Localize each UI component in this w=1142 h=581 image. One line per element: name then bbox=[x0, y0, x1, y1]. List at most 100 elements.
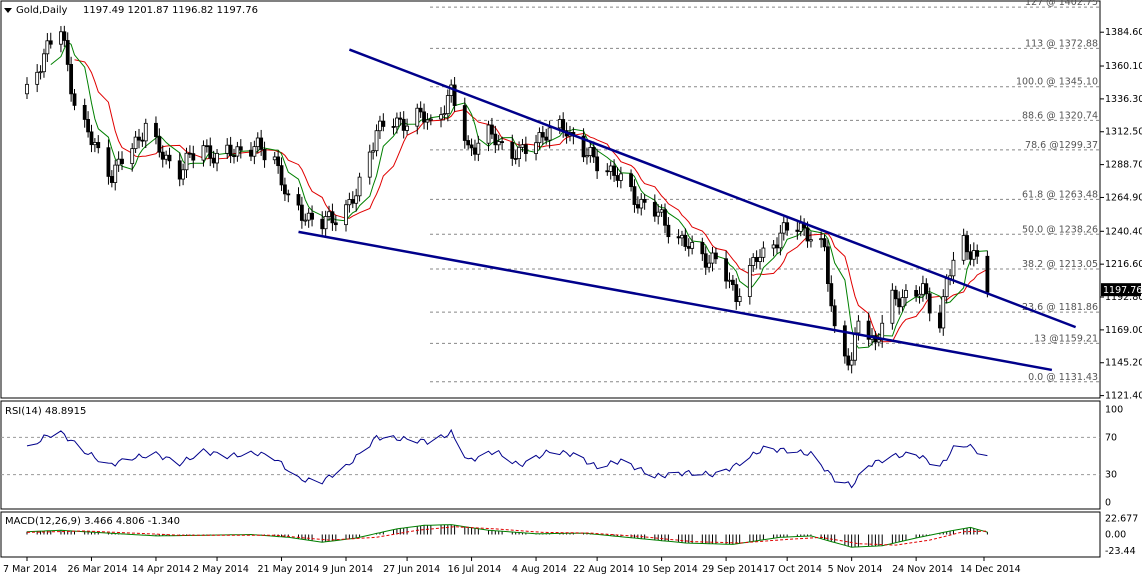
fib-label: 61.8 @ 1263.48 bbox=[1022, 189, 1098, 200]
candle-body bbox=[59, 31, 63, 45]
fib-label: 0.0 @ 1131.43 bbox=[1028, 372, 1098, 383]
candle-body bbox=[876, 339, 881, 343]
candle-body bbox=[758, 256, 762, 262]
candle-body bbox=[659, 209, 664, 213]
candle-body bbox=[167, 154, 172, 162]
time-tick-label: 14 Apr 2014 bbox=[132, 564, 191, 575]
candle-body bbox=[82, 104, 87, 120]
candle-body bbox=[581, 135, 586, 158]
fib-label: 23.6 @ 1181.86 bbox=[1022, 302, 1098, 313]
candle-body bbox=[632, 186, 637, 205]
candle-body bbox=[232, 155, 236, 158]
price-axis: 1384.60 1360.10 1336.30 1312.50 1288.70 1264.… bbox=[1100, 27, 1142, 402]
candle-body bbox=[656, 211, 661, 217]
candle-body bbox=[279, 165, 284, 186]
rsi-title: RSI(14) 48.8915 bbox=[5, 406, 86, 417]
candle-body bbox=[225, 144, 230, 154]
trendlines[interactable] bbox=[298, 48, 1077, 372]
candle-body bbox=[663, 209, 667, 226]
candle-body bbox=[415, 107, 420, 127]
price-candles bbox=[25, 25, 990, 374]
candle-body bbox=[635, 204, 640, 209]
candle-body bbox=[442, 113, 447, 116]
candle-body bbox=[798, 222, 803, 232]
candle-body bbox=[937, 312, 942, 329]
candle-body bbox=[927, 293, 932, 314]
candle-body bbox=[544, 136, 549, 141]
candle-body bbox=[727, 279, 732, 282]
candle-body bbox=[517, 146, 521, 160]
price-tick-label: 1312.50 bbox=[1105, 127, 1142, 138]
candle-body bbox=[344, 204, 348, 226]
price-tick-label: 1216.60 bbox=[1105, 259, 1142, 270]
candle-body bbox=[520, 144, 525, 148]
time-tick-label: 17 Oct 2014 bbox=[763, 564, 822, 575]
candle-body bbox=[109, 176, 114, 183]
macd-title: MACD(12,26,9) 3.466 4.806 -1.340 bbox=[5, 516, 180, 527]
candle-body bbox=[255, 137, 260, 148]
time-tick-label: 27 Jun 2014 bbox=[383, 564, 440, 575]
candle-body bbox=[832, 305, 837, 327]
upper-trendline bbox=[348, 48, 1077, 329]
candle-body bbox=[425, 119, 430, 123]
candle-body bbox=[395, 117, 399, 128]
candle-body bbox=[116, 158, 121, 166]
candle-body bbox=[92, 142, 97, 146]
candle-body bbox=[401, 118, 406, 131]
candle-body bbox=[680, 234, 684, 239]
candle-body bbox=[965, 235, 969, 253]
time-tick-label: 9 Jun 2014 bbox=[322, 564, 373, 575]
candle-body bbox=[235, 146, 240, 157]
candle-body bbox=[547, 127, 552, 141]
time-tick-label: 2 May 2014 bbox=[193, 564, 249, 575]
fib-label: 13 @1159.21 bbox=[1034, 333, 1098, 344]
candle-body bbox=[286, 193, 291, 196]
macd-tick-label: -23.44 bbox=[1105, 546, 1136, 557]
candle-body bbox=[900, 297, 905, 308]
candle-body bbox=[897, 298, 902, 308]
candle-body bbox=[642, 198, 647, 203]
candle-body bbox=[45, 40, 50, 55]
candle-body bbox=[96, 142, 101, 149]
candle-body bbox=[476, 142, 481, 155]
symbol-header: Gold,Daily 1197.49 1201.87 1196.82 1197.… bbox=[4, 5, 258, 16]
dropdown-triangle-icon[interactable] bbox=[4, 8, 12, 13]
candle-body bbox=[330, 211, 335, 224]
candle-body bbox=[612, 165, 616, 176]
candle-body bbox=[106, 147, 111, 177]
fib-label: 50.0 @ 1238.26 bbox=[1022, 224, 1098, 235]
candle-body bbox=[700, 242, 705, 255]
candle-body bbox=[473, 147, 477, 155]
candle-body bbox=[299, 204, 304, 221]
candle-body bbox=[462, 105, 467, 141]
candle-body bbox=[893, 289, 898, 300]
candle-body bbox=[842, 325, 847, 357]
candle-body bbox=[140, 139, 145, 142]
candle-body bbox=[904, 290, 908, 298]
candle-body bbox=[880, 322, 885, 341]
candle-body bbox=[595, 156, 600, 172]
macd-tick-label: 0.00 bbox=[1105, 530, 1126, 541]
candle-body bbox=[310, 212, 314, 220]
candle-body bbox=[849, 359, 854, 366]
candle-body bbox=[585, 155, 589, 158]
candle-body bbox=[428, 118, 433, 121]
time-tick-label: 10 Sep 2014 bbox=[638, 564, 698, 575]
candle-body bbox=[452, 84, 457, 106]
candle-body bbox=[493, 133, 498, 146]
price-tick-label: 1145.20 bbox=[1105, 358, 1142, 369]
price-tick-label: 1121.40 bbox=[1105, 391, 1142, 402]
candle-body bbox=[283, 184, 287, 195]
candle-body bbox=[690, 242, 695, 249]
candle-body bbox=[608, 165, 613, 172]
candle-body bbox=[204, 145, 209, 148]
candle-body bbox=[921, 283, 925, 295]
candle-body bbox=[357, 176, 362, 197]
ohlc-values: 1197.49 1201.87 1196.82 1197.76 bbox=[83, 5, 258, 16]
candle-body bbox=[822, 238, 827, 248]
time-axis: 7 Mar 2014 26 Mar 2014 14 Apr 2014 2 May 20… bbox=[3, 557, 1021, 575]
candle-body bbox=[618, 173, 623, 181]
candle-body bbox=[510, 141, 515, 159]
